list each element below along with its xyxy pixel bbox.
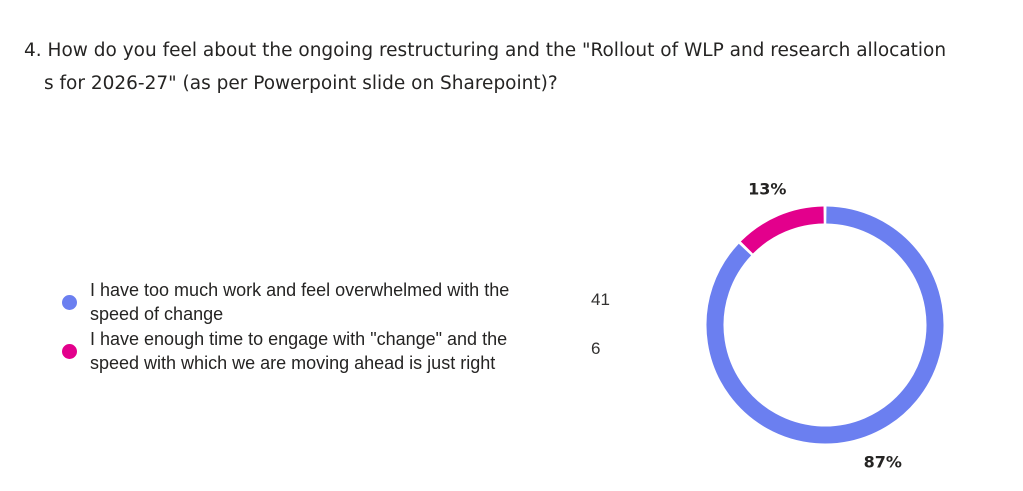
legend-item-just-right: I have enough time to engage with "chang… [56, 327, 616, 376]
legend-label-overwhelmed: I have too much work and feel overwhelme… [90, 280, 510, 324]
donut-slice-just-right [740, 206, 824, 254]
legend-label-just-right: I have enough time to engage with "chang… [90, 329, 508, 373]
percent-label-overwhelmed: 87% [864, 452, 902, 471]
legend-count-just-right: 6 [591, 339, 601, 358]
legend-count-overwhelmed: 41 [591, 290, 610, 309]
question-line-2: s for 2026-27" (as per Powerpoint slide … [44, 73, 558, 94]
percent-label-just-right: 13% [748, 180, 786, 199]
legend-item-overwhelmed: I have too much work and feel overwhelme… [56, 278, 616, 327]
donut-chart: 87% 13% [706, 180, 944, 471]
donut-slice-overwhelmed [706, 206, 944, 444]
legend-dot-overwhelmed [62, 295, 77, 310]
question-title: 4. How do you feel about the ongoing res… [24, 34, 1009, 100]
question-line-1: 4. How do you feel about the ongoing res… [24, 40, 947, 61]
chart-legend: I have too much work and feel overwhelme… [56, 278, 616, 376]
legend-dot-just-right [62, 344, 77, 359]
